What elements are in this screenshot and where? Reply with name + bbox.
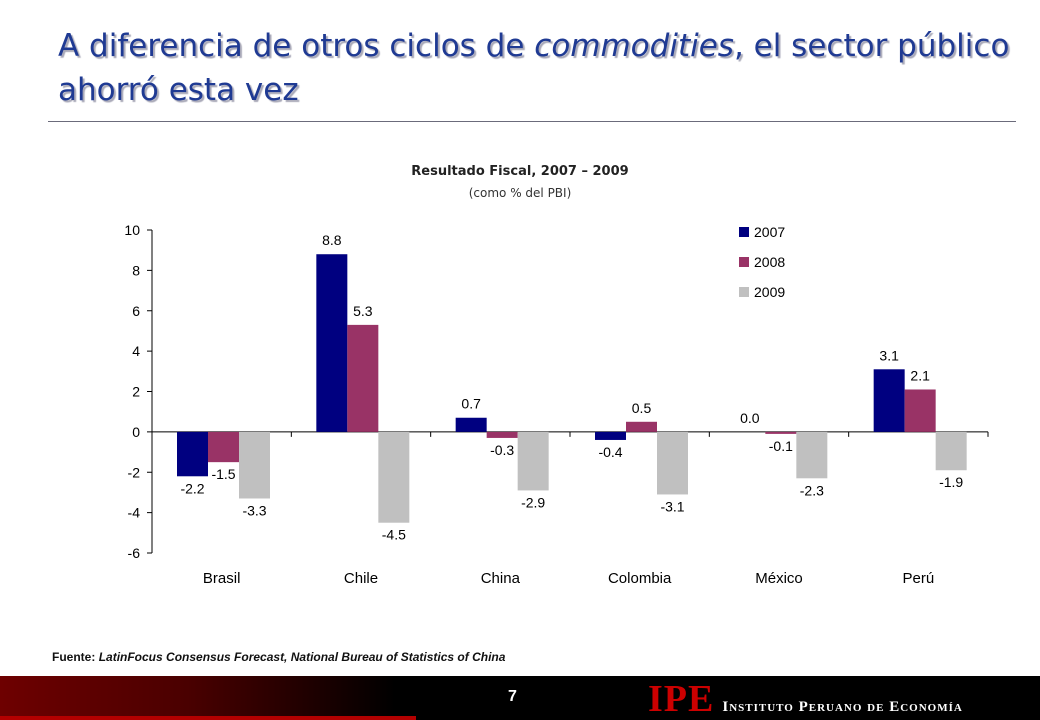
chart-axes: 10 8 6 4 2 0 -2 -4 -6 Brasil Chile China Colombia Méx… (124, 222, 989, 587)
bar-2008 (208, 431, 239, 463)
logo-name: Instituto Peruano de Economía (722, 699, 963, 715)
bar-2007 (316, 254, 348, 432)
data-label: 5.3 (353, 303, 373, 319)
legend-swatch-2008 (739, 257, 749, 267)
bar-2008 (765, 431, 797, 434)
x-category-label: México (755, 570, 803, 587)
bar-2007 (595, 431, 626, 440)
y-tick-label: 6 (132, 303, 140, 319)
data-label: -4.5 (382, 527, 406, 543)
bar-2008 (486, 431, 518, 438)
data-label: -0.4 (598, 444, 622, 460)
data-label: 0.7 (461, 396, 481, 412)
legend-label: 2007 (754, 224, 785, 240)
chart-bars (177, 254, 967, 523)
bar-2008 (626, 421, 657, 432)
bar-2009 (239, 431, 270, 499)
x-category-label: Brasil (203, 570, 241, 587)
y-tick-label: 2 (132, 384, 140, 400)
data-label: 0.0 (740, 410, 760, 426)
data-label: -2.9 (521, 494, 545, 510)
chart-legend: 2007 2008 2009 (739, 224, 785, 300)
y-tick-label: -4 (128, 505, 141, 521)
title-part-2: , el sector público ahorró esta vez (58, 28, 1010, 108)
bar-2008 (904, 389, 936, 432)
bar-2008 (347, 324, 379, 432)
bar-2009 (935, 431, 967, 471)
logo-mark: IPE (648, 678, 715, 720)
x-category-label: Perú (902, 570, 934, 587)
x-category-label: Chile (344, 570, 378, 587)
bar-2009 (657, 431, 688, 495)
bar-2007 (455, 417, 487, 432)
x-category-label: Colombia (608, 570, 672, 587)
legend-label: 2008 (754, 254, 785, 270)
y-tick-label: 10 (124, 222, 140, 238)
x-category-label: China (481, 570, 521, 587)
bar-2009 (378, 431, 410, 523)
data-label: -0.3 (490, 442, 514, 458)
data-label: 3.1 (879, 347, 899, 363)
title-divider (48, 121, 1016, 122)
data-label: -3.3 (242, 502, 266, 518)
title-italic: commodities (534, 28, 734, 64)
data-label: -1.5 (211, 466, 235, 482)
data-label: -1.9 (939, 474, 963, 490)
data-label: 8.8 (322, 232, 342, 248)
bar-2007 (177, 431, 208, 477)
chart-subtitle: (como % del PBI) (468, 186, 572, 200)
legend-swatch-2007 (739, 227, 749, 237)
y-tick-label: 0 (132, 424, 140, 440)
y-tick-label: 4 (132, 343, 140, 359)
source-note: Fuente: LatinFocus Consensus Forecast, N… (52, 650, 505, 664)
bar-2009 (517, 431, 549, 491)
slide-title: A diferencia de otros ciclos de commodit… (58, 24, 1018, 112)
data-label: -0.1 (769, 438, 793, 454)
source-text: LatinFocus Consensus Forecast, National … (98, 650, 506, 664)
footer-bar (0, 676, 1040, 720)
bar-2009 (796, 431, 828, 479)
bar-2007 (873, 369, 905, 432)
legend-label: 2009 (754, 284, 785, 300)
data-label: -2.3 (800, 482, 824, 498)
page-number: 7 (508, 688, 517, 705)
footer-accent-line (0, 716, 416, 720)
chart-title: Resultado Fiscal, 2007 – 2009 (411, 164, 629, 179)
title-part-1: A diferencia de otros ciclos de (58, 28, 535, 64)
y-tick-label: -2 (128, 464, 141, 480)
y-tick-label: -6 (128, 545, 141, 561)
data-label: -3.1 (660, 498, 684, 514)
source-label: Fuente: (52, 650, 96, 664)
bar-chart: 10 8 6 4 2 0 -2 -4 -6 Brasil Chile China Colombia Méx… (124, 222, 989, 587)
data-label: -2.2 (180, 480, 204, 496)
ipe-logo: IPE Instituto Peruano de Economía (648, 678, 963, 720)
chart-data-labels: -2.2 8.8 0.7 -0.4 0.0 3.1 -1.5 5.3 -0.3 0.5 -0.1 2.… (180, 232, 963, 542)
y-tick-label: 8 (132, 262, 140, 278)
data-label: 2.1 (910, 367, 930, 383)
legend-swatch-2009 (739, 287, 749, 297)
data-label: 0.5 (632, 400, 652, 416)
